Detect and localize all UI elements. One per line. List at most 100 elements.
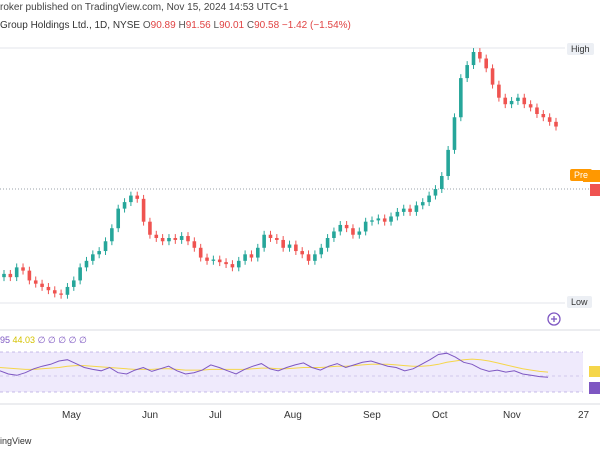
candle-body bbox=[427, 195, 431, 203]
candle-body bbox=[141, 198, 146, 222]
axis-label-27: 27 bbox=[578, 410, 590, 421]
candle-body bbox=[78, 267, 82, 281]
open-value: 90.89 bbox=[150, 20, 176, 31]
candle-body bbox=[497, 84, 501, 98]
candle-body bbox=[490, 68, 495, 85]
candle-body bbox=[433, 189, 438, 196]
candle-body bbox=[287, 244, 292, 248]
candle-body bbox=[370, 220, 374, 222]
candle-body bbox=[471, 52, 476, 66]
axis-label-jul: Jul bbox=[209, 410, 222, 421]
candle-body bbox=[306, 254, 311, 261]
candle-body bbox=[129, 195, 133, 203]
candle-body bbox=[268, 234, 273, 238]
candle-body bbox=[249, 254, 254, 258]
candle-body bbox=[97, 251, 101, 255]
candle-body bbox=[294, 244, 298, 252]
candle-body bbox=[452, 117, 457, 150]
candle-body bbox=[52, 290, 57, 294]
candle-body bbox=[446, 149, 450, 176]
candle-body bbox=[205, 257, 209, 261]
symbol-name: Group Holdings Ltd., 1D, NYSE bbox=[0, 20, 141, 31]
candle-body bbox=[91, 254, 95, 261]
axis-label-jun: Jun bbox=[142, 410, 159, 421]
candle-body bbox=[401, 208, 406, 212]
rsi-value: 95 bbox=[0, 335, 11, 345]
axis-label-oct: Oct bbox=[432, 410, 448, 421]
candle-body bbox=[459, 78, 463, 118]
axis-label-aug: Aug bbox=[284, 410, 302, 421]
rsi-placeholder-dots: ∅ ∅ ∅ ∅ ∅ bbox=[37, 335, 87, 345]
candle-body bbox=[71, 280, 76, 287]
candle-body bbox=[21, 267, 25, 271]
candle-body bbox=[14, 267, 19, 278]
open-label: O bbox=[142, 20, 151, 31]
candle-body bbox=[186, 236, 190, 242]
tradingview-watermark: ingView bbox=[0, 436, 32, 446]
axis-label-sep: Sep bbox=[363, 410, 381, 421]
candle-body bbox=[389, 216, 393, 222]
low-tag: Low bbox=[567, 296, 592, 308]
candle-body bbox=[236, 260, 241, 268]
candle-body bbox=[535, 107, 539, 114]
candle-body bbox=[262, 234, 266, 248]
candle-body bbox=[33, 280, 38, 284]
candle-body bbox=[313, 254, 317, 261]
candle-body bbox=[344, 224, 349, 229]
candle-body bbox=[122, 202, 127, 209]
candle-body bbox=[103, 241, 108, 252]
low-value: 90.01 bbox=[219, 20, 245, 31]
candle-body bbox=[395, 211, 400, 217]
low-label: L bbox=[213, 20, 220, 31]
candle-body bbox=[376, 218, 381, 221]
axis-label-nov: Nov bbox=[503, 410, 521, 421]
candle-body bbox=[516, 97, 520, 101]
high-value: 91.56 bbox=[185, 20, 211, 31]
candle-body bbox=[319, 247, 324, 255]
candle-body bbox=[363, 221, 368, 232]
candle-body bbox=[484, 58, 489, 69]
high-label: H bbox=[178, 20, 186, 31]
candle-body bbox=[59, 293, 63, 295]
candle-body bbox=[148, 221, 152, 235]
rsi-line bbox=[0, 352, 549, 378]
axis-label-may: May bbox=[62, 410, 81, 421]
candle-body bbox=[325, 238, 330, 248]
close-label: C bbox=[246, 20, 255, 31]
candle-body bbox=[332, 231, 336, 238]
candle-body bbox=[198, 247, 203, 258]
candle-body bbox=[351, 228, 355, 235]
candle-body bbox=[230, 264, 235, 268]
pre-market-tag: Pre bbox=[570, 169, 593, 181]
candle-body bbox=[408, 208, 412, 212]
candle-body bbox=[217, 259, 222, 263]
candles bbox=[2, 48, 558, 299]
candle-body bbox=[243, 254, 247, 261]
candle-body bbox=[281, 239, 285, 248]
rsi-price-marker bbox=[589, 382, 600, 394]
candle-body bbox=[160, 238, 165, 242]
candle-body bbox=[154, 234, 159, 238]
high-tag: High bbox=[567, 43, 594, 55]
last-price-marker bbox=[590, 184, 600, 196]
candle-body bbox=[255, 247, 260, 258]
candle-body bbox=[275, 238, 279, 240]
candle-body bbox=[547, 117, 552, 122]
candle-body bbox=[509, 100, 514, 105]
candle-body bbox=[503, 97, 508, 105]
candle-body bbox=[465, 65, 469, 79]
candle-body bbox=[167, 238, 171, 242]
candle-body bbox=[414, 205, 419, 212]
candle-body bbox=[338, 224, 343, 232]
candle-body bbox=[2, 273, 6, 278]
candle-body bbox=[420, 202, 425, 206]
candle-body bbox=[65, 286, 70, 295]
candle-body bbox=[300, 251, 305, 255]
candle-body bbox=[179, 236, 184, 240]
candle-body bbox=[528, 104, 533, 108]
candle-body bbox=[46, 286, 51, 291]
publish-info: roker published on TradingView.com, Nov … bbox=[0, 2, 289, 13]
candle-body bbox=[173, 238, 178, 240]
candle-body bbox=[84, 260, 89, 268]
